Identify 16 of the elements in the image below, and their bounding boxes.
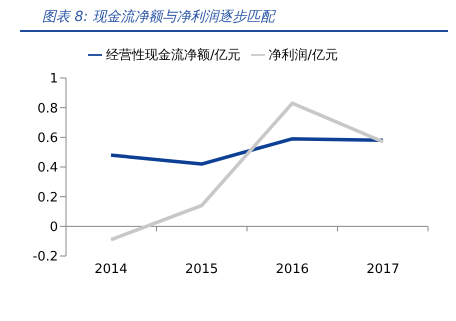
y-tick-label: 0.8	[37, 101, 58, 116]
y-tick-label: 0.4	[37, 160, 58, 176]
y-tick-label: 0	[50, 220, 58, 235]
x-tick-label: 2017	[366, 262, 400, 278]
x-tick-label: 2014	[94, 262, 128, 278]
y-tick-label: -0.2	[32, 250, 58, 265]
y-tick-label: 1	[50, 72, 58, 87]
y-tick-label: 0.2	[37, 190, 58, 206]
x-tick-label: 2016	[276, 262, 309, 278]
chart-title: 图表 8: 现金流净额与净利润逐步匹配	[20, 8, 448, 32]
line-series	[109, 101, 385, 242]
y-tick-label: 0.6	[37, 130, 58, 146]
legend-label: 净利润/亿元	[268, 48, 338, 63]
legend-label: 经营性现金流净额/亿元	[106, 48, 240, 63]
x-tick-label: 2015	[185, 262, 218, 278]
line-series	[109, 137, 385, 166]
